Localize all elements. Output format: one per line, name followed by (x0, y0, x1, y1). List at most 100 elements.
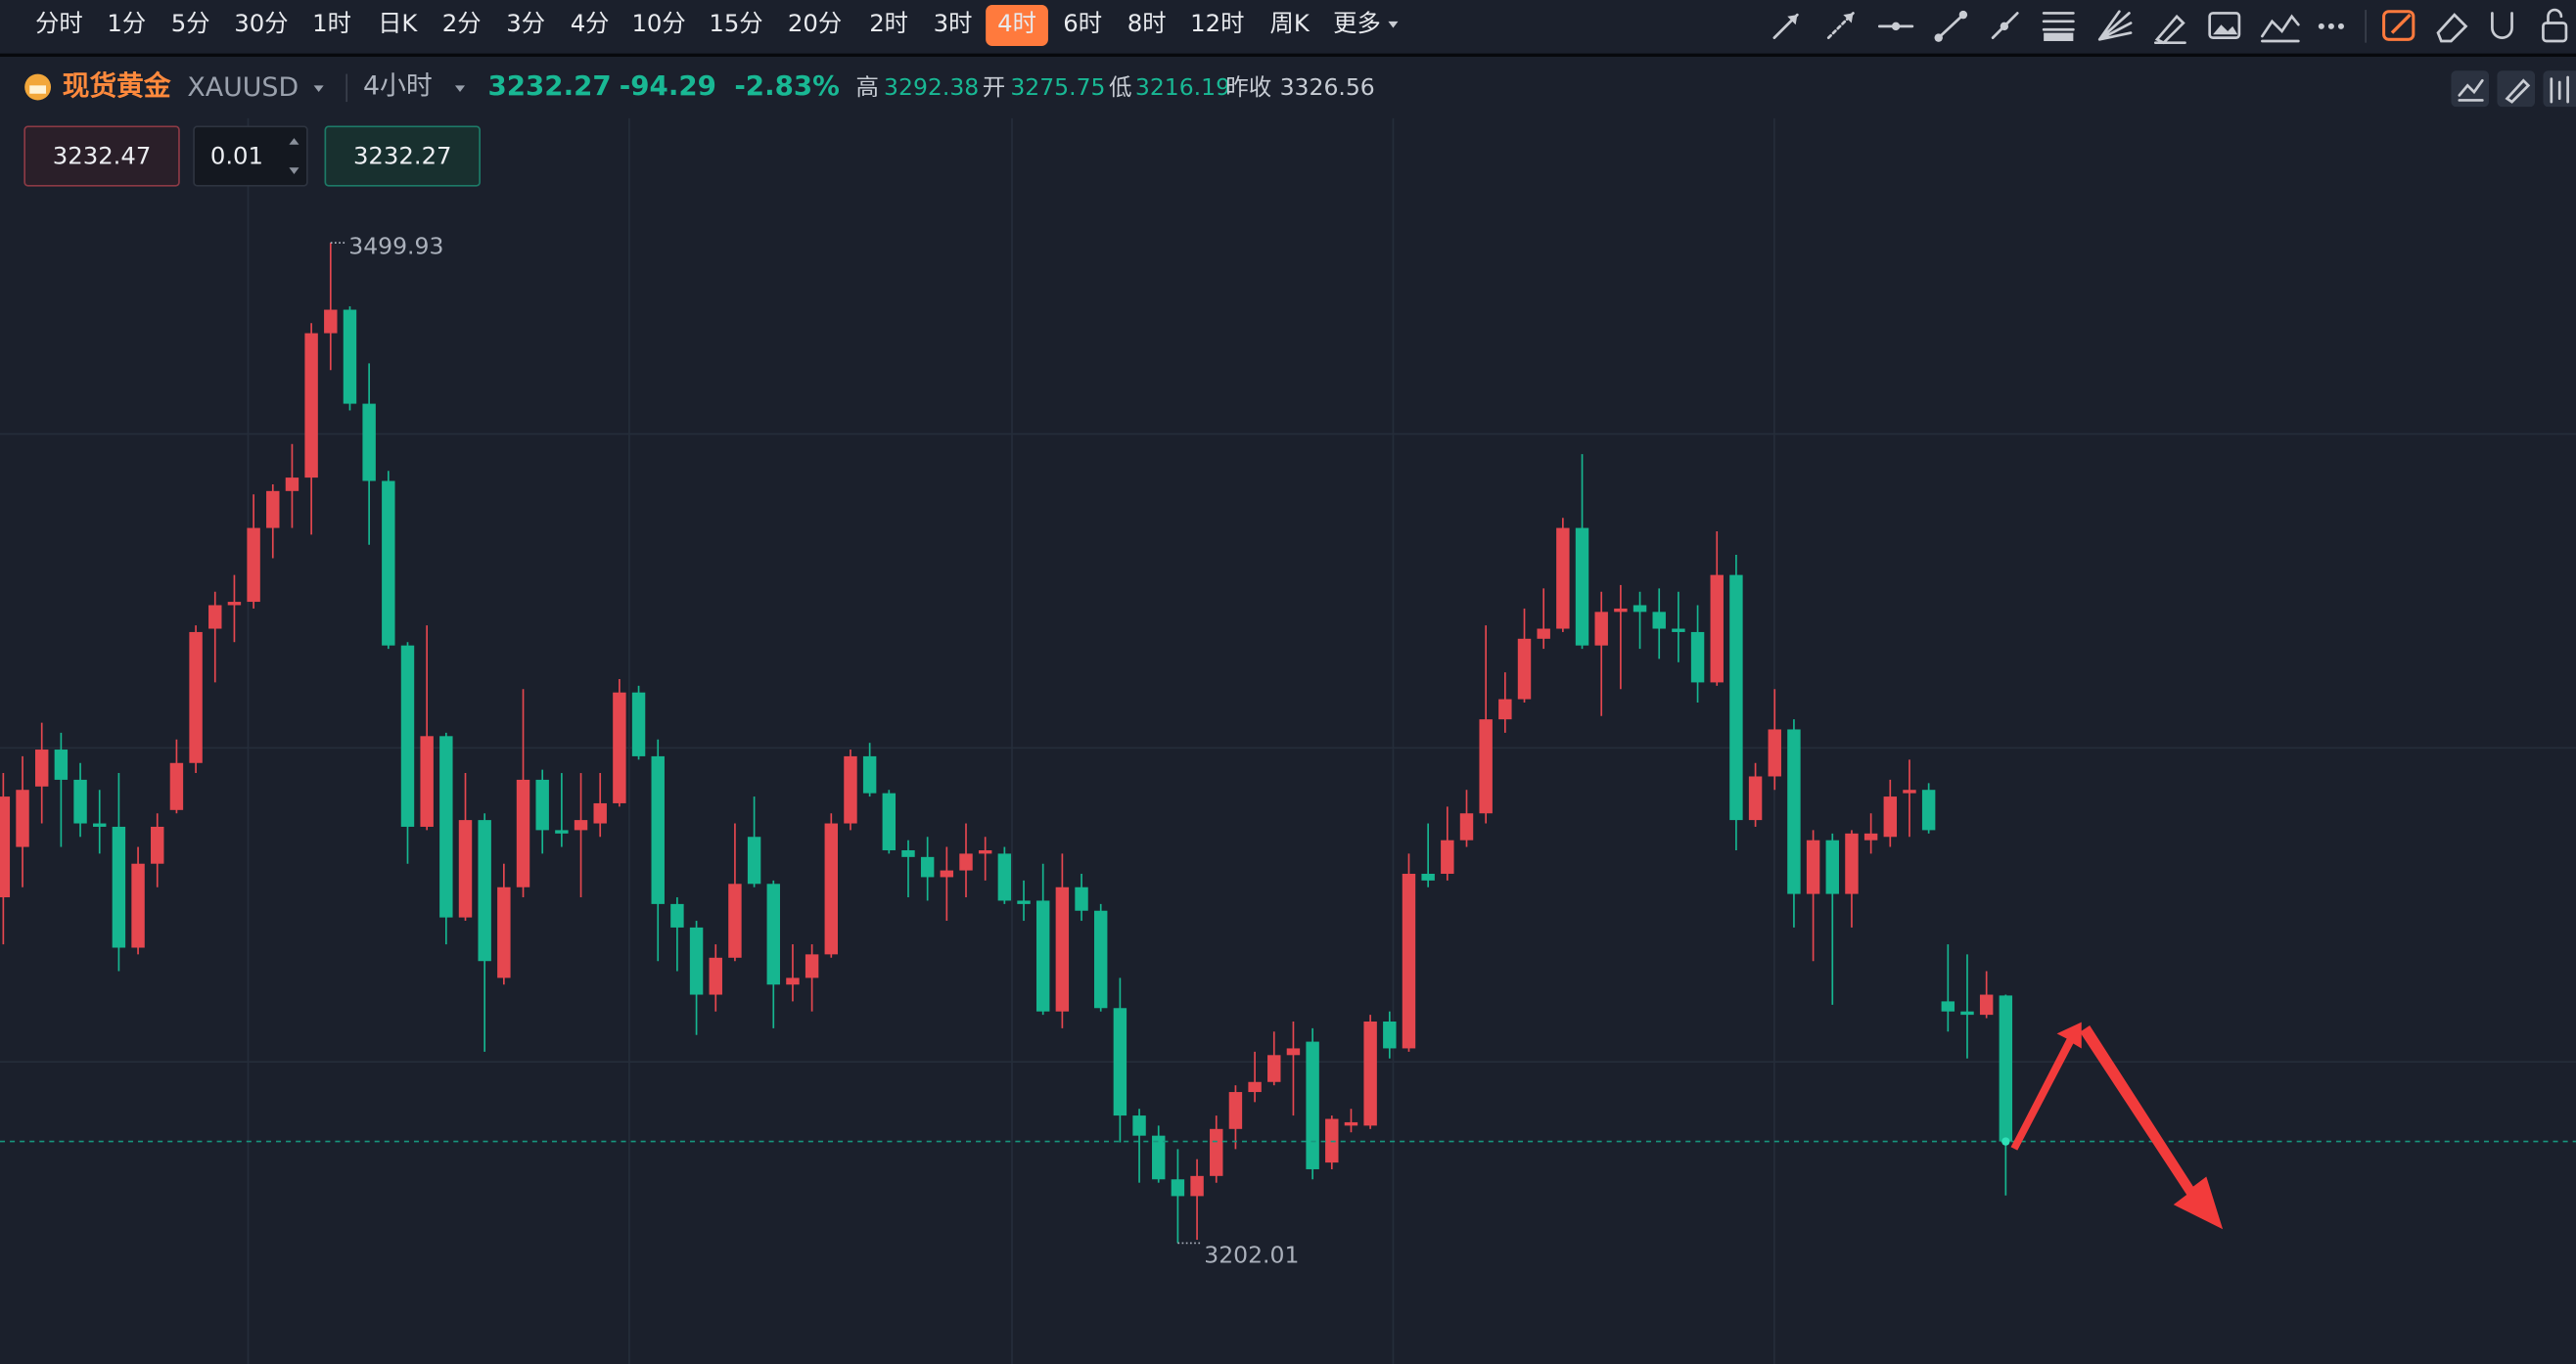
candle-body (1421, 874, 1435, 881)
interval-tab[interactable]: 周K (1270, 9, 1311, 37)
tool-lock[interactable] (2542, 8, 2568, 43)
candle-body (54, 750, 69, 780)
tool-magnet[interactable] (2491, 12, 2513, 39)
tool-ray[interactable] (1772, 13, 1799, 39)
candle-body (1806, 840, 1820, 894)
lots-value: 0.01 (210, 141, 263, 169)
candle-body (227, 602, 242, 606)
interval-tab[interactable]: 3时 (934, 9, 973, 37)
stat-label: 高 (856, 73, 879, 101)
candle-body (1075, 887, 1088, 911)
candle-body (285, 477, 299, 491)
interval-tab[interactable]: 分时 (35, 9, 83, 37)
candle-body (1017, 900, 1031, 904)
candle-body (382, 480, 395, 646)
candle-body (613, 692, 626, 803)
candle-body (1537, 628, 1550, 639)
buy-button[interactable] (324, 125, 481, 187)
interval-tab[interactable]: 5分 (171, 9, 210, 37)
instrument-name[interactable]: 现货黄金 (63, 69, 171, 102)
candle-body (1171, 1179, 1185, 1197)
more-menu[interactable]: 更多 (1333, 9, 1381, 37)
toolbar (0, 0, 2576, 55)
low-label: 3202.01 (1204, 1241, 1299, 1268)
candle-body (959, 853, 973, 871)
candles (0, 243, 2013, 1244)
change: -94.29 (620, 69, 716, 102)
interval-tab[interactable]: 8时 (1127, 9, 1167, 37)
tool-hline[interactable] (1877, 22, 1914, 31)
candle-body (1710, 574, 1724, 683)
tool-fan[interactable] (2097, 10, 2133, 41)
sell-button[interactable] (23, 125, 180, 187)
candle-body (343, 309, 357, 404)
sell-price: 3232.47 (53, 141, 152, 169)
interval-tab[interactable]: 日K (378, 9, 418, 37)
candle-body (1459, 813, 1474, 841)
interval-tab[interactable]: 1分 (107, 9, 146, 37)
interval-tab[interactable]: 15分 (709, 9, 762, 37)
period[interactable]: 4小时 (363, 71, 433, 102)
candle-body (1132, 1115, 1146, 1136)
candle-body (1228, 1092, 1243, 1129)
tool-pen[interactable] (2153, 14, 2186, 45)
candle-body (1825, 840, 1839, 894)
tool-fib[interactable] (2042, 12, 2075, 41)
candle-body (93, 823, 107, 827)
annotation-arrows (2010, 1022, 2224, 1230)
candle-body (1286, 1048, 1301, 1056)
candle-body (478, 820, 491, 962)
candle-body (1363, 1021, 1377, 1126)
interval-tab[interactable]: 10分 (631, 9, 685, 37)
candle-body (940, 870, 954, 878)
symbol-caret (313, 85, 324, 93)
candle-body (1921, 790, 1936, 831)
candle-body (1441, 840, 1454, 875)
candle-body (1113, 1008, 1127, 1116)
candle-body (439, 736, 453, 918)
candle-body (73, 779, 87, 824)
interval-tab[interactable]: 4时 (997, 9, 1036, 37)
candle-body (1344, 1121, 1358, 1126)
candle-body (1863, 833, 1878, 841)
tool-eraser[interactable] (2436, 13, 2468, 43)
candle-body (920, 856, 935, 878)
candle-body (1383, 1021, 1397, 1049)
candle-body (1748, 776, 1763, 821)
tool-line[interactable] (1991, 12, 2019, 39)
tool-extended[interactable] (1826, 12, 1855, 39)
instrument-symbol[interactable]: XAUUSD (187, 72, 299, 103)
tool-wave[interactable] (2261, 14, 2300, 43)
last-price: 3232.27 (488, 69, 612, 102)
interval-tab[interactable]: 20分 (788, 9, 842, 37)
interval-tab[interactable]: 2时 (869, 9, 908, 37)
interval-tab[interactable]: 4分 (571, 9, 610, 37)
interval-tab[interactable]: 1时 (312, 9, 351, 37)
candle-body (1402, 874, 1416, 1049)
interval-tab[interactable]: 3分 (506, 9, 545, 37)
candle-body (0, 796, 11, 898)
high-label: 3499.93 (348, 233, 443, 260)
candle-body (1845, 833, 1859, 894)
candle-body (1787, 729, 1801, 894)
tool-image[interactable] (2208, 12, 2241, 39)
interval-tab[interactable]: 30分 (234, 9, 288, 37)
candle-body (1267, 1055, 1281, 1082)
lots-input[interactable] (193, 125, 308, 187)
candle-body (747, 837, 761, 885)
stat-value: 3326.56 (1280, 73, 1375, 101)
candle-body (882, 793, 897, 850)
candle-body (862, 755, 877, 794)
active-tab-bg (986, 5, 1048, 47)
candle-body (786, 978, 800, 985)
candle-body (1652, 612, 1666, 629)
candle-body (1768, 729, 1781, 777)
tool-segment[interactable] (1934, 10, 1968, 42)
tool-more[interactable] (2318, 23, 2344, 29)
interval-tab[interactable]: 12时 (1190, 9, 1244, 37)
interval-tab[interactable]: 2分 (442, 9, 482, 37)
interval-tab[interactable]: 6时 (1063, 9, 1102, 37)
stat-label: 开 (983, 73, 1005, 101)
tool-edit[interactable] (2382, 10, 2415, 41)
